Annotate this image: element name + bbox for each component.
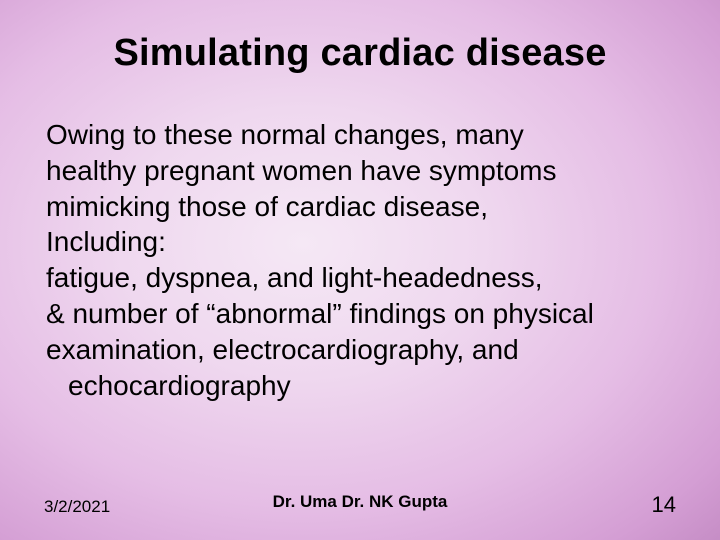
footer-author: Dr. Uma Dr. NK Gupta <box>273 492 448 512</box>
body-line: echocardiography <box>46 368 676 404</box>
body-line: healthy pregnant women have symptoms <box>46 153 676 189</box>
slide-body: Owing to these normal changes, many heal… <box>44 117 676 404</box>
slide-title: Simulating cardiac disease <box>44 32 676 75</box>
slide-footer: 3/2/2021 Dr. Uma Dr. NK Gupta 14 <box>44 492 676 518</box>
body-line: fatigue, dyspnea, and light-headedness, <box>46 260 676 296</box>
body-line: & number of “abnormal” findings on physi… <box>46 296 676 332</box>
body-line: mimicking those of cardiac disease, <box>46 189 676 225</box>
slide-container: Simulating cardiac disease Owing to thes… <box>0 0 720 540</box>
body-line: examination, electrocardiography, and <box>46 332 676 368</box>
footer-date: 3/2/2021 <box>44 497 110 517</box>
footer-page-number: 14 <box>652 492 676 518</box>
body-line: Owing to these normal changes, many <box>46 117 676 153</box>
body-line: Including: <box>46 224 676 260</box>
